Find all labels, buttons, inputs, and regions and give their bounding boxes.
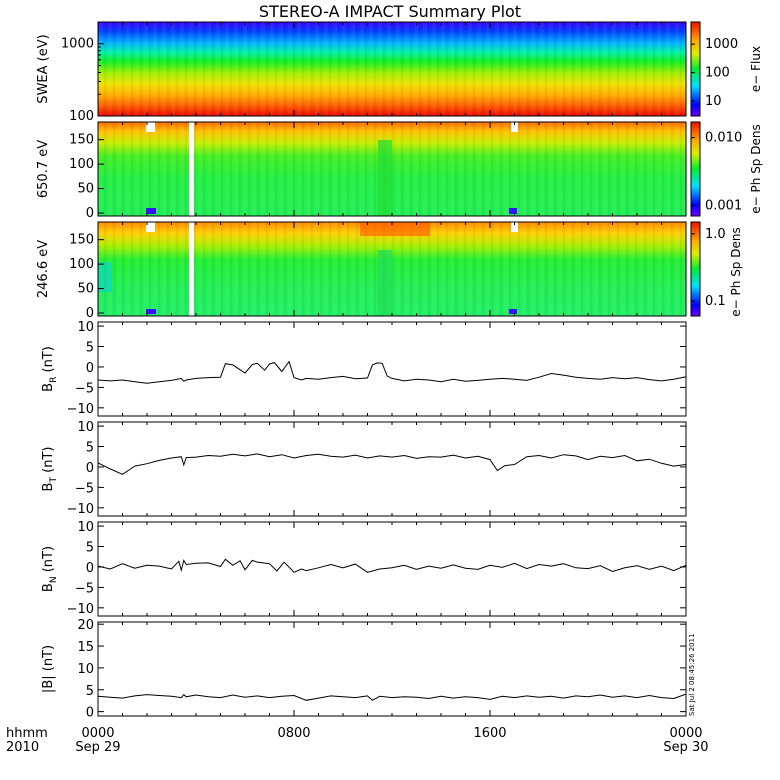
generation-timestamp: Sat Jul 2 08:45:26 2011 [688,633,696,716]
ylabel-subscript: N [49,576,59,583]
y-tick-label: 1000 [61,37,94,52]
y-tick-label: 0 [86,306,94,321]
y-tick-label: 0 [86,206,94,221]
panel-bt: 10 5 0 −5 −10 BT (nT) [41,420,687,517]
y-tick-label: 50 [77,182,94,197]
y-tick-label: 150 [69,233,94,248]
br-series-line [97,360,687,384]
colorbar-tick-label: 0.1 [705,294,726,309]
bmag-ylabel: |B| (nT) [41,645,56,693]
ylabel-main: |B| (nT) [41,645,56,693]
y-tick-label: 20 [77,618,94,633]
pad650-data-gap [189,122,194,216]
y-tick-label: 10 [77,520,94,535]
y-tick-label: 150 [69,133,94,148]
panel-pad-246 [97,221,687,317]
ylabel-subscript: R [49,377,59,383]
panel-bn: 10 5 0 −5 −10 BN (nT) [41,520,687,617]
y-tick-label: 5 [86,441,94,456]
colorbar-tick-label: 100 [705,66,730,81]
panel-pad-650 [97,121,687,217]
y-tick-label: −5 [75,581,94,596]
colorbar-tick-label: 10 [705,94,722,109]
y-tick-label: −10 [67,402,94,417]
panel-br: 10 5 0 −5 −10 BR (nT) [41,320,687,417]
y-tick-label: −10 [67,502,94,517]
swea-ylabel: SWEA (eV) [36,34,51,103]
time-tick-label: 0800 [277,726,310,741]
ylabel-main: B [41,383,56,392]
bt-frame [97,421,687,517]
y-tick-label: 5 [86,684,94,699]
colorbar-tick-label: 0.001 [705,198,742,213]
time-row2-label: 2010 [6,740,39,755]
y-tick-label: 5 [86,341,94,356]
y-tick-label: −10 [67,602,94,617]
pad650-ylabel: 650.7 eV [36,140,51,198]
y-tick-label: 10 [77,420,94,435]
time-row1-label: hhmm [6,726,48,741]
ylabel-main: B [41,483,56,492]
colorbar-pad246-label: e− Ph Sp Dens [729,227,743,316]
colorbar-pad650-bar [690,121,701,217]
axes-layer: 10001001501005001501005001000100100.0100… [61,21,742,716]
panel-bmag: 20 15 10 5 0 |B| (nT) [41,618,687,721]
bn-frame [97,521,687,617]
bn-series-line [97,558,687,573]
ylabel-unit: (nT) [41,346,56,376]
pad246-data-gap [189,222,194,316]
y-tick-label: 0 [86,361,94,376]
bt-ylabel: BT (nT) [41,447,59,492]
ylabel-subscript: T [49,477,59,484]
colorbar-tick-label: 1.0 [705,227,726,242]
br-frame [97,321,687,417]
y-tick-label: 0 [86,561,94,576]
plot-title: STEREO-A IMPACT Summary Plot [259,2,521,21]
date-label: Sep 30 [663,740,708,755]
colorbar-swea-bar [690,21,701,117]
y-tick-label: 100 [69,257,94,272]
ylabel-unit: (nT) [41,447,56,477]
colorbar-tick-label: 1000 [705,37,738,52]
colorbar-pad246-bar [690,221,701,317]
br-ylabel: BR (nT) [41,346,59,392]
ylabel-unit: (nT) [41,546,56,576]
colorbar-pad650 [690,121,701,217]
y-tick-label: 10 [77,320,94,335]
colorbar-tick-label: 0.010 [705,131,742,146]
y-tick-label: 0 [86,706,94,721]
y-tick-label: 0 [86,461,94,476]
time-tick-label: 1600 [473,726,506,741]
panel-swea [97,21,687,117]
bmag-series-line [97,693,687,701]
colorbar-pad246 [690,221,701,317]
y-tick-label: 10 [77,662,94,677]
colorbar-pad650-label: e− Ph Sp Dens [749,124,763,213]
y-tick-label: 100 [69,109,94,124]
colorbar-swea [690,21,701,117]
y-tick-label: 50 [77,282,94,297]
ylabel-main: B [41,583,56,592]
time-tick-label: 0000 [669,726,702,741]
bt-series-line [97,453,687,475]
y-tick-label: 5 [86,541,94,556]
colorbar-swea-label: e− Flux [749,46,763,92]
y-tick-label: 15 [77,640,94,655]
time-tick-label: 0000 [81,726,114,741]
bn-ylabel: BN (nT) [41,546,59,592]
y-tick-label: −5 [75,481,94,496]
pad246-ylabel: 246.6 eV [36,240,51,298]
date-label: Sep 29 [75,740,120,755]
y-tick-label: −5 [75,381,94,396]
y-tick-label: 100 [69,157,94,172]
bmag-frame [97,621,687,717]
